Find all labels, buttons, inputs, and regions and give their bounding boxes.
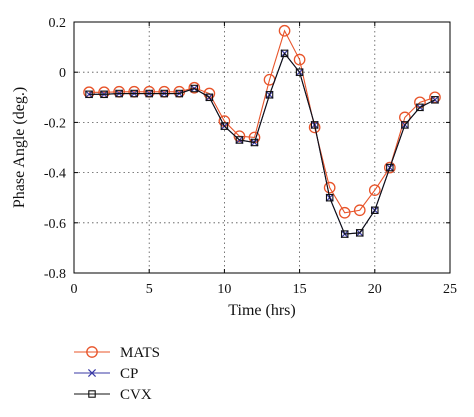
x-tick-label: 15 [293,282,307,297]
point-mats [233,130,246,143]
series-line-cvx [89,52,436,235]
point-cvx [130,89,138,98]
point-cvx [280,49,289,58]
point-cvx [235,136,244,144]
point-cvx [416,103,424,112]
point-cvx [160,89,168,98]
point-cvx [431,96,439,104]
y-tick-label: 0 [59,66,66,81]
point-cvx [220,122,229,130]
point-mats [368,184,381,197]
point-cvx [85,90,93,99]
legend-label-mats: MATS [120,345,160,361]
point-mats [353,204,366,217]
legend: MATS CP CVX [74,345,160,403]
x-tick-label: 5 [146,282,153,297]
series-line-cp [89,52,436,235]
point-cvx [100,90,108,99]
legend-label-cvx: CVX [120,387,152,403]
point-cvx [386,163,394,172]
point-cvx [401,121,409,129]
point-cvx [325,193,334,202]
point-cvx [356,229,364,237]
y-tick-label: 0.2 [49,16,67,31]
point-mats [399,111,411,124]
point-cvx [190,84,199,93]
legend-label-cp: CP [120,366,138,382]
x-axis-label: Time (hrs) [228,302,295,319]
point-cvx [371,206,379,215]
x-tick-label: 0 [71,282,78,297]
legend-item-cvx: CVX [74,387,152,403]
plot-frame [73,21,451,274]
series-cp [85,49,439,239]
legend-item-cp: CP [74,366,138,382]
point-mats [278,24,291,37]
series-cvx [85,49,439,238]
point-mats [293,53,306,66]
point-mats [338,206,351,219]
point-mats [383,161,396,174]
point-cvx [340,230,349,238]
point-cvx [310,121,319,129]
y-axis-label: Phase Angle (deg.) [11,87,28,208]
series-mats [83,24,441,219]
x-tick-label: 20 [368,282,382,297]
point-cvx [250,138,259,147]
x-tick-label: 10 [217,282,231,297]
y-tick-label: -0.4 [44,167,66,182]
series-layer [83,24,441,239]
legend-marker-cp [87,368,97,378]
legend-marker-mats [86,346,98,358]
point-cvx [175,89,184,98]
point-cvx [145,89,153,98]
legend-item-mats: MATS [74,345,160,361]
point-cvx [295,68,304,76]
point-cvx [205,93,214,102]
y-tick-label: -0.8 [44,267,66,282]
y-tick-label: -0.6 [44,217,66,232]
legend-marker-cvx [88,390,96,398]
y-tick-label: -0.2 [44,116,66,131]
point-mats [323,181,336,194]
x-tick-label: 25 [443,282,457,297]
point-cvx [115,89,123,98]
point-cvx [265,91,274,99]
grid [74,22,450,273]
point-mats [188,81,201,94]
point-mats [203,87,216,100]
axis-ticks: 0 5 10 15 20 25 -0.8 -0.6 -0.4 -0.2 0 0.2 [44,16,457,297]
